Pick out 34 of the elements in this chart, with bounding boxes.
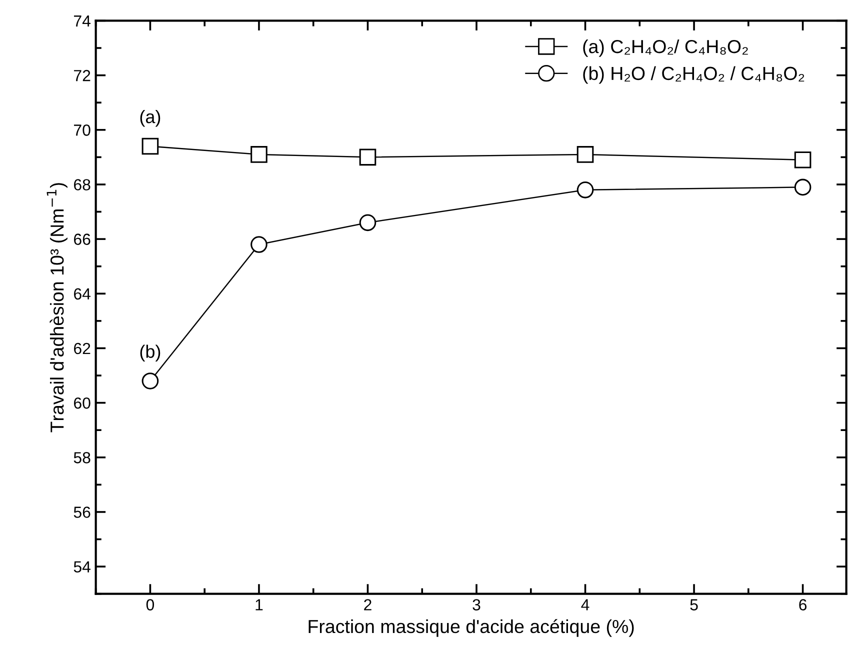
x-tick-label: 3 <box>472 599 480 610</box>
point <box>576 182 594 198</box>
point <box>794 151 812 168</box>
x-tick-label: 6 <box>799 599 807 610</box>
y-tick-label: 62 <box>74 342 90 354</box>
x-tick-label: 4 <box>581 599 590 610</box>
y-tick-label: 64 <box>74 288 90 300</box>
legend-label: (b) H₂O / C₂H₄O₂ / C₄H₈O₂ <box>583 66 804 84</box>
point <box>359 148 376 166</box>
x-tick-label: 0 <box>146 599 154 610</box>
point <box>359 214 376 232</box>
annotation: (b) <box>140 344 160 362</box>
y-tick-label: 74 <box>74 16 90 26</box>
annotation: (a) <box>140 110 160 127</box>
y-tick-label: 58 <box>74 452 90 464</box>
point <box>576 146 594 163</box>
point <box>250 236 268 253</box>
point <box>142 138 159 155</box>
x-axis-title: Fraction massique d'acide acétique (%) <box>308 619 634 637</box>
point <box>250 146 268 163</box>
y-axis-title: Travail d'adhèsion 10³ (Nm$^{−1}$) <box>46 183 68 432</box>
y-tick-label: 60 <box>74 397 90 409</box>
point <box>142 372 159 390</box>
point <box>794 178 812 196</box>
y-tick-label: 68 <box>74 179 90 190</box>
y-tick-label: 66 <box>74 234 90 245</box>
x-tick-label: 1 <box>256 599 263 610</box>
legend-label: (a) C₂H₄O₂/ C₄H₈O₂ <box>583 39 748 57</box>
y-tick-label: 72 <box>74 70 90 82</box>
x-tick-label: 5 <box>690 599 698 610</box>
y-tick-label: 56 <box>74 506 90 518</box>
y-tick-label: 54 <box>74 561 90 573</box>
y-tick-label: 70 <box>74 124 90 136</box>
x-tick-label: 2 <box>364 599 372 610</box>
